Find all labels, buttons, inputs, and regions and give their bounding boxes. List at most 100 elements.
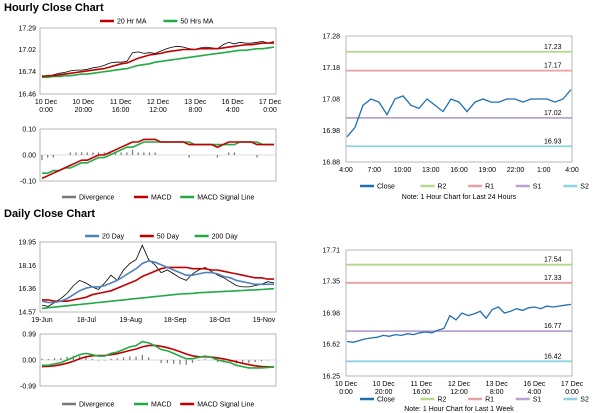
x-tick-label: 16 Dec — [222, 99, 245, 106]
x-tick-label: 0:00 — [263, 107, 277, 114]
pivot-level-label: 17.17 — [544, 63, 562, 70]
weekly-legend-label: R1 — [485, 397, 494, 404]
close-series — [346, 303, 572, 343]
x-tick-label: 17 Dec — [259, 99, 282, 106]
daily-macd-chart: 0.99 0.00 -0.99 Divergence MACD MACD Signal L… — [20, 332, 277, 409]
x-tick-label: 0:00 — [39, 107, 53, 114]
close-series — [346, 89, 572, 138]
x-tick-label: 19:00 — [478, 167, 496, 174]
x-tick-label: 16:00 — [450, 167, 468, 174]
y-tick-label: 0.00 — [22, 153, 36, 160]
x-tick-label: 0:00 — [339, 389, 353, 396]
x-tick-label: 10 Dec — [35, 99, 58, 106]
pivot-level-label: 16.42 — [544, 353, 562, 360]
hourly-close-chart: 20 Hr MA 50 Hrs MA17.2917.0216.7416.4610 … — [18, 19, 282, 115]
y-tick-label: 17.28 — [322, 34, 340, 41]
x-tick-label: 4:00 — [528, 389, 542, 396]
x-tick-label: 12:00 — [450, 389, 468, 396]
y-tick-label: 16.25 — [322, 374, 340, 381]
hourly24-legend-label: R2 — [438, 184, 447, 191]
plot-area — [39, 27, 277, 95]
close-series — [41, 41, 275, 77]
x-tick-label: 11 Dec — [410, 381, 432, 388]
hourly-title: Hourly Close Chart — [4, 2, 104, 14]
pivot-level-label: 16.93 — [544, 138, 562, 145]
weekly-legend-label: R2 — [438, 397, 447, 404]
y-tick-label: 0.10 — [22, 127, 36, 134]
pivot-level-label: 17.33 — [544, 275, 562, 282]
y-tick-label: 17.71 — [322, 248, 340, 255]
daily-close-chart: 20 Day 50 Day 200 Day19.9518.1616.3614.571… — [18, 234, 277, 324]
y-tick-label: 18.16 — [18, 263, 36, 270]
hourly24-legend-label: S2 — [580, 184, 589, 191]
signal-series — [41, 344, 275, 368]
x-tick-label: 11 Dec — [110, 99, 132, 106]
pivot-level-label: 17.02 — [544, 110, 562, 117]
weekly-legend-label: S2 — [580, 397, 589, 404]
signal-series — [42, 141, 274, 174]
x-tick-label: 19-Jun — [31, 317, 53, 324]
hourly24-legend-label: S1 — [533, 184, 542, 191]
ma200-series — [41, 287, 275, 310]
y-tick-label: 17.08 — [322, 97, 340, 104]
x-tick-label: 12 Dec — [448, 381, 471, 388]
x-tick-label: 10 Dec — [72, 99, 95, 106]
y-tick-label: 17.18 — [322, 65, 340, 72]
hourly24-legend-label: R1 — [485, 184, 494, 191]
y-tick-label: 14.57 — [18, 310, 36, 317]
y-tick-label: 16.62 — [322, 342, 340, 349]
x-tick-label: 20:00 — [375, 389, 393, 396]
daily-ma-legend-label: 50 Day — [157, 234, 180, 241]
hourly-ma-legend-label: 20 Hr MA — [117, 19, 147, 26]
x-tick-label: 17 Dec — [561, 381, 584, 388]
x-tick-label: 4:00 — [565, 167, 579, 174]
y-tick-label: 16.36 — [18, 286, 36, 293]
daily-macd-legend-label: Divergence — [79, 402, 115, 409]
x-tick-label: 18-Jul — [77, 317, 97, 324]
x-tick-label: 10 Dec — [373, 381, 396, 388]
x-tick-label: 12:00 — [149, 107, 167, 114]
y-tick-label: 0.00 — [22, 358, 36, 365]
hourly24-note: Note: 1 Hour Chart for Last 24 Hours — [402, 194, 517, 201]
macd-series — [41, 138, 274, 180]
y-tick-label: 16.88 — [322, 160, 340, 167]
hourly-macd-legend-label: MACD Signal Line — [197, 195, 254, 202]
y-tick-label: 16.98 — [322, 128, 340, 135]
y-tick-label: 16.98 — [322, 311, 340, 318]
x-tick-label: 19-Nov — [253, 317, 276, 324]
plot-area — [345, 35, 573, 163]
daily-macd-legend-label: MACD — [151, 402, 172, 409]
x-tick-label: 16:00 — [112, 107, 130, 114]
y-tick-label: 16.74 — [18, 69, 36, 76]
y-tick-label: -0.99 — [20, 384, 36, 391]
daily-ma-legend-label: 200 Day — [212, 234, 239, 241]
y-tick-label: 17.35 — [322, 279, 340, 286]
x-tick-label: 18-Oct — [209, 317, 230, 324]
macd-series — [42, 340, 275, 369]
x-tick-label: 1:00 — [537, 167, 551, 174]
x-tick-label: 22:00 — [507, 167, 525, 174]
daily-ma-legend-label: 20 Day — [102, 234, 125, 241]
plot-area — [39, 241, 277, 313]
plot-area — [345, 249, 573, 377]
x-tick-label: 16:00 — [413, 389, 431, 396]
pivot-level-label: 17.54 — [544, 257, 562, 264]
x-tick-label: 13 Dec — [184, 99, 207, 106]
weekly-chart: 17.71 17.35 16.98 16.62 16.25 17.54 17.33 16.77… — [322, 248, 589, 413]
pivot-level-label: 16.77 — [544, 323, 562, 330]
y-tick-label: 17.29 — [18, 26, 36, 33]
hourly24-legend-label: Close — [377, 184, 395, 191]
hourly-macd-chart: 0.10 0.00 -0.10 Divergence MACD MACD Signal L… — [20, 127, 277, 202]
weekly-legend-label: Close — [377, 397, 395, 404]
x-tick-label: 4:00 — [339, 167, 353, 174]
y-tick-label: 16.46 — [18, 92, 36, 99]
weekly-note: Note: 1 Hour Chart for Last 1 Week — [404, 406, 514, 413]
x-tick-label: 10 Dec — [335, 381, 358, 388]
x-tick-label: 13 Dec — [486, 381, 509, 388]
hourly-macd-legend-label: MACD — [151, 195, 172, 202]
hourly-ma-legend-label: 50 Hrs MA — [180, 19, 213, 26]
x-tick-label: 0:00 — [565, 389, 579, 396]
ma50-series — [42, 46, 275, 79]
x-tick-label: 13:00 — [422, 167, 440, 174]
ma20-series — [41, 260, 274, 304]
